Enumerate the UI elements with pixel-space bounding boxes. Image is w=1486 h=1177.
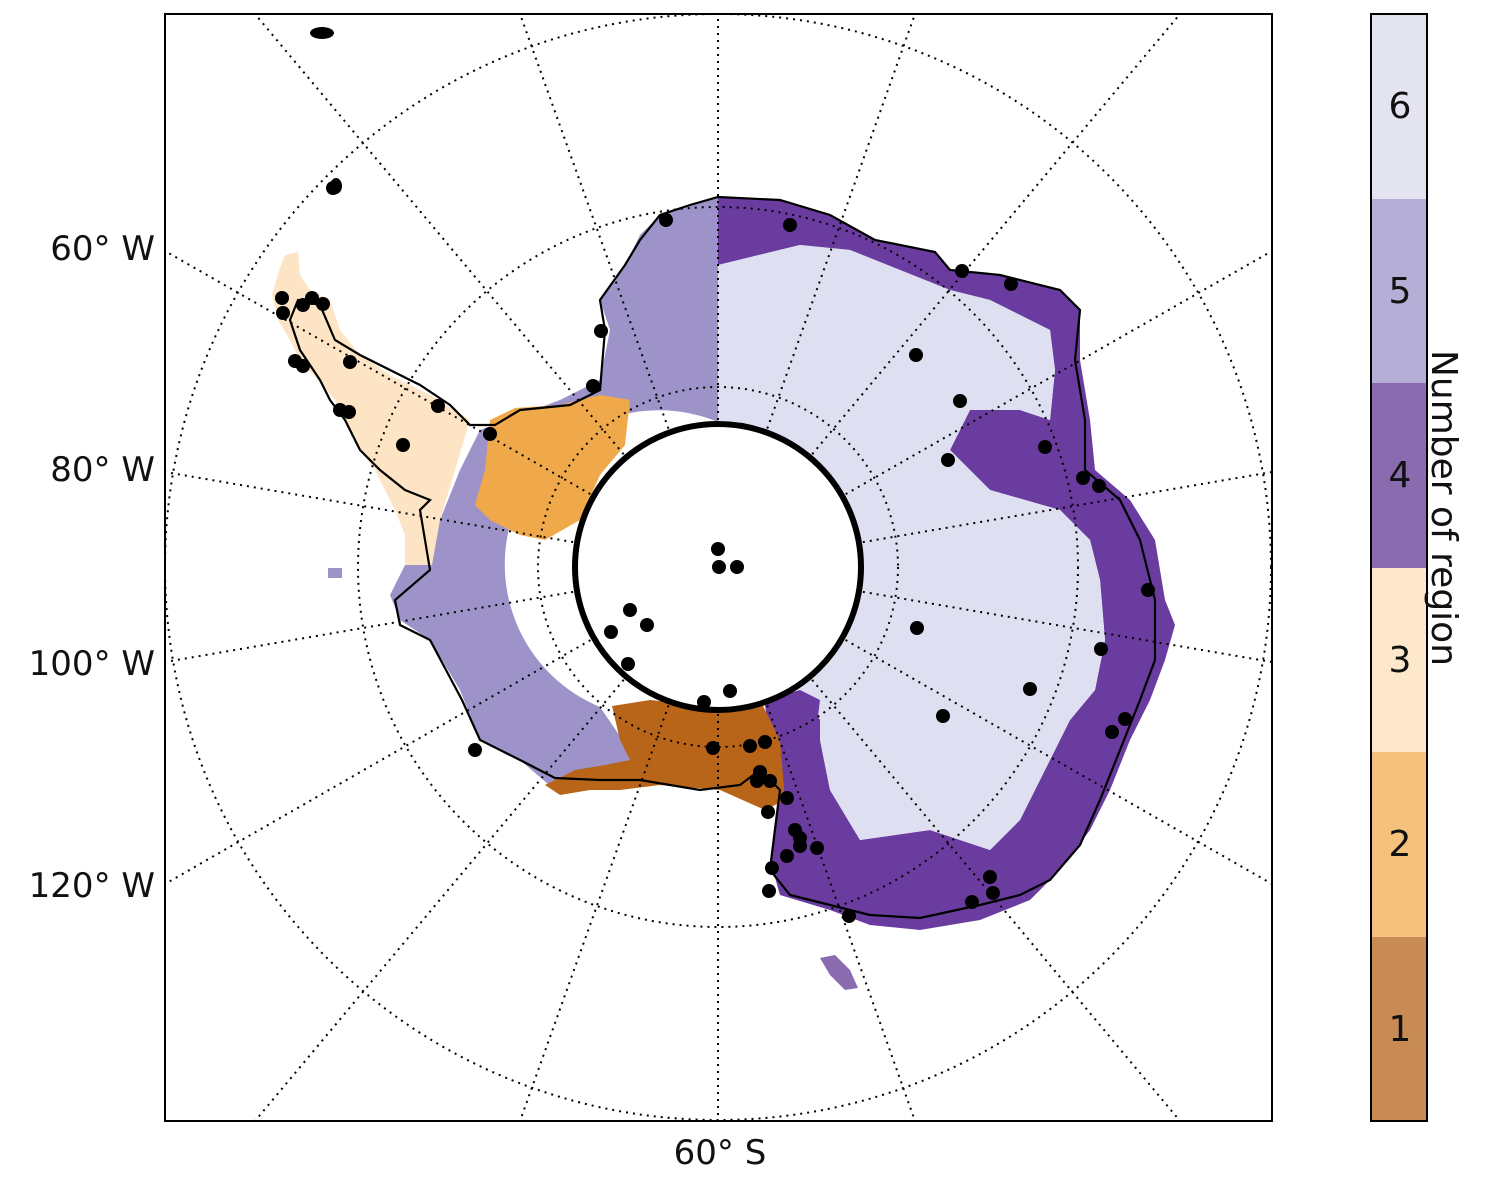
colorbar-segment-4	[1371, 383, 1427, 568]
lat-label-60s: 60° S	[674, 1133, 767, 1173]
colorbar-segment-2	[1371, 752, 1427, 937]
island-shape	[310, 27, 334, 39]
region-4-island-patch	[820, 955, 858, 990]
region-4-east-coast	[718, 197, 1175, 930]
region-5-west	[390, 197, 718, 790]
region-6-inner-ring	[718, 385, 935, 735]
lon-label-80w: 80° W	[50, 450, 155, 490]
colorbar-segment-1	[1371, 937, 1427, 1121]
colorbar-segment-3	[1371, 568, 1427, 752]
colorbar-label-5: 5	[1389, 271, 1412, 312]
colorbar-label-4: 4	[1389, 455, 1412, 496]
colorbar-label-1: 1	[1389, 1009, 1412, 1050]
colorbar-frame	[1370, 13, 1428, 1122]
station-markers	[275, 181, 1155, 923]
colorbar-title: Number of region	[1423, 350, 1464, 666]
map-frame	[164, 13, 1273, 1122]
region-2-west	[475, 395, 630, 540]
region-1-south	[545, 700, 785, 810]
lon-label-100w: 100° W	[29, 644, 155, 684]
colorbar-label-6: 6	[1389, 86, 1412, 127]
colorbar-segment-5	[1371, 199, 1427, 383]
region-4-south-patch	[765, 690, 820, 760]
island-shape	[328, 568, 342, 578]
colorbar-segment-6	[1371, 14, 1427, 199]
colorbar-label-3: 3	[1389, 640, 1412, 681]
lon-label-120w: 120° W	[29, 866, 155, 906]
colorbar-label-2: 2	[1389, 824, 1412, 865]
region-3-peninsula	[272, 252, 470, 565]
colorbar: 6 5 4 3 2 1 Number of region	[1370, 13, 1464, 1122]
coastline	[288, 195, 1157, 920]
lon-label-60w: 60° W	[50, 229, 155, 269]
